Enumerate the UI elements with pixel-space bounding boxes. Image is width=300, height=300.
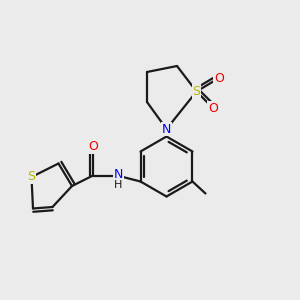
Text: S: S xyxy=(193,85,200,98)
Text: S: S xyxy=(28,170,35,184)
Text: N: N xyxy=(162,122,171,136)
Text: O: O xyxy=(208,101,218,115)
Text: O: O xyxy=(214,71,224,85)
Text: N: N xyxy=(114,168,123,182)
Text: O: O xyxy=(88,140,98,154)
Text: H: H xyxy=(114,179,123,190)
